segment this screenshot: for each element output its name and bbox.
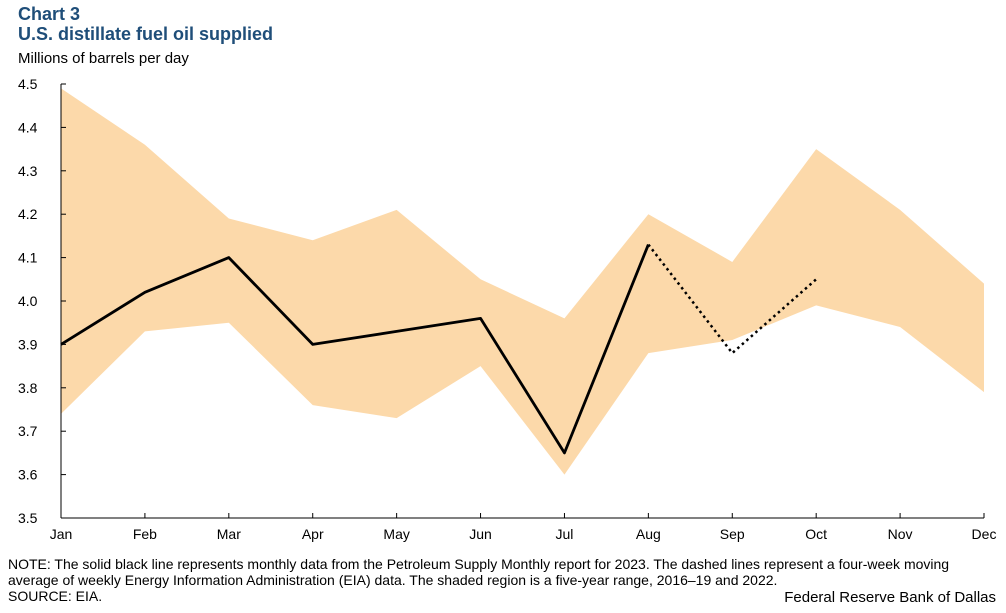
x-tick-label: Oct (805, 526, 827, 542)
monthly-2023-line (60, 244, 650, 455)
range-band-layer (61, 88, 984, 475)
chart-note: NOTE: The solid black line represents mo… (8, 556, 950, 588)
x-tick-label: Aug (636, 526, 661, 542)
y-tick-label: 4.4 (18, 119, 38, 135)
y-axis-unit-label: Millions of barrels per day (18, 50, 189, 67)
x-tick-label: Nov (888, 526, 913, 542)
y-tick-label: 3.6 (18, 467, 38, 483)
y-tick-label: 3.9 (18, 336, 38, 352)
y-tick-label: 4.0 (18, 293, 38, 309)
y-tick-label: 4.3 (18, 163, 38, 179)
weekly-moving-average-line (647, 243, 818, 355)
x-tick-label: Dec (972, 526, 997, 542)
y-tick-label: 4.1 (18, 250, 38, 266)
x-tick-label: Jan (50, 526, 73, 542)
y-tick-label: 3.8 (18, 380, 38, 396)
chart-number: Chart 3 (18, 4, 81, 24)
x-tick-label: Apr (302, 526, 324, 542)
x-tick-label: Sep (720, 526, 745, 542)
y-tick-label: 3.7 (18, 423, 38, 439)
publisher-credit: Federal Reserve Bank of Dallas (784, 589, 996, 606)
chart-title: U.S. distillate fuel oil supplied (18, 24, 274, 44)
chart-source: SOURCE: EIA. (8, 588, 103, 604)
tick-labels: 3.5 3.6 3.7 3.8 3.9 4.0 4.1 4.2 4.3 4.4 4.5 Jan Feb M… (18, 76, 996, 542)
x-tick-label: Feb (133, 526, 157, 542)
x-tick-label: Jul (556, 526, 574, 542)
x-tick-label: May (383, 526, 409, 542)
y-tick-label: 4.2 (18, 206, 38, 222)
x-tick-label: Mar (217, 526, 241, 542)
y-tick-label: 4.5 (18, 76, 38, 92)
x-tick-label: Jun (469, 526, 492, 542)
five-year-range-band (61, 88, 984, 475)
series-layer (60, 243, 818, 455)
y-tick-label: 3.5 (18, 510, 38, 526)
